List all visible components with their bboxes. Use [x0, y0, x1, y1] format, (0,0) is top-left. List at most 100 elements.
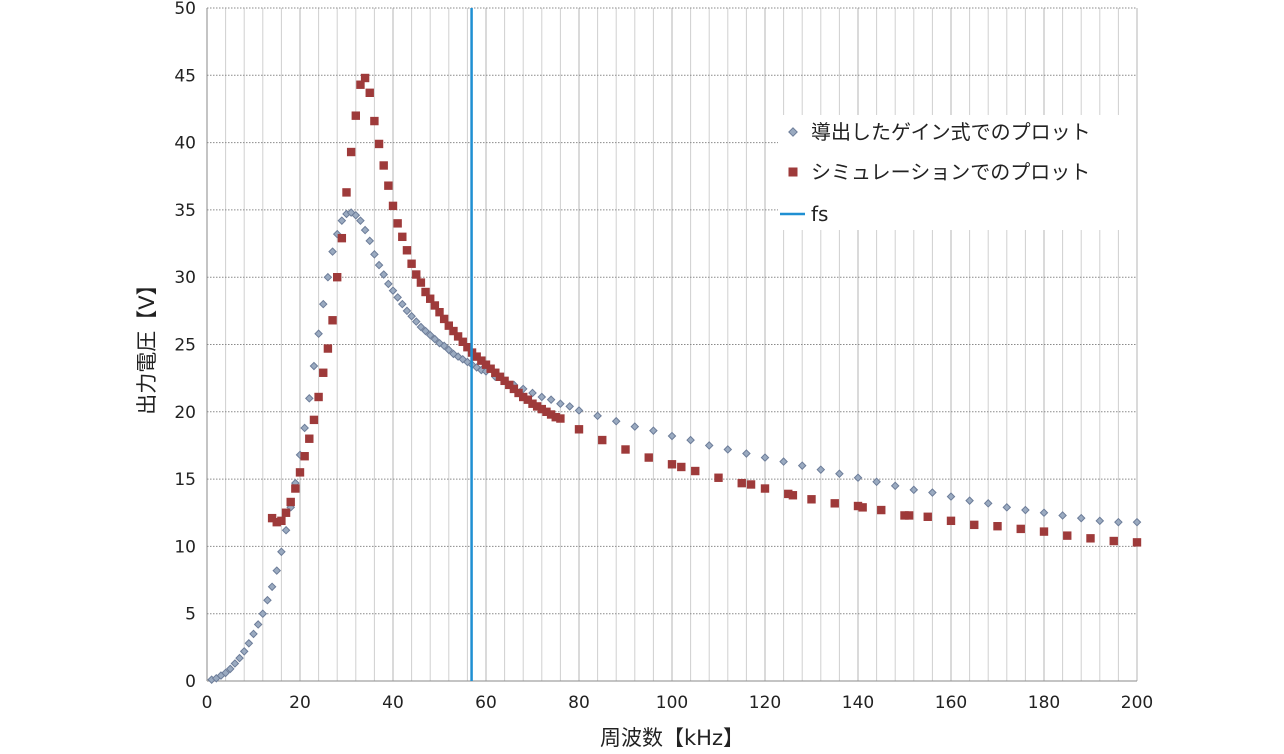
data-point-square — [1016, 524, 1025, 534]
data-point-square — [784, 489, 793, 499]
data-point-square — [574, 425, 584, 434]
data-point-diamond — [909, 485, 919, 495]
data-point-square — [746, 480, 756, 489]
data-point-diamond — [267, 582, 277, 592]
x-tick-label: 20 — [289, 693, 311, 713]
data-point-diamond — [686, 435, 695, 445]
data-point-square — [970, 520, 979, 530]
legend-label: fs — [811, 202, 828, 226]
data-point-diamond — [402, 306, 412, 316]
data-point-square — [900, 511, 909, 520]
data-point-diamond — [388, 286, 398, 295]
legend-marker-diamond — [788, 127, 798, 137]
data-point-square — [1039, 527, 1049, 536]
data-point-diamond — [300, 423, 309, 433]
data-point-diamond — [630, 422, 640, 431]
data-point-diamond — [1021, 505, 1030, 515]
data-point-square — [904, 511, 914, 520]
data-point-square — [346, 147, 356, 157]
data-point-square — [328, 316, 337, 325]
data-point-square — [537, 404, 546, 414]
data-point-diamond — [463, 357, 472, 367]
data-point-diamond — [1039, 508, 1049, 518]
data-point-square — [519, 392, 528, 402]
data-point-diamond — [346, 208, 356, 217]
data-point-diamond — [439, 341, 449, 351]
data-point-diamond — [360, 225, 370, 235]
data-point-square — [407, 259, 416, 268]
data-point-diamond — [946, 492, 956, 501]
data-point-square — [291, 484, 300, 493]
data-point-diamond — [244, 639, 254, 648]
legend-label: 導出したゲイン式でのプロット — [811, 120, 1091, 144]
data-point-diamond — [528, 388, 537, 398]
data-point-diamond — [272, 566, 282, 575]
data-point-diamond — [323, 272, 333, 282]
data-point-square — [1132, 538, 1142, 547]
legend-label: シミュレーションでのプロット — [811, 160, 1090, 184]
data-point-square — [621, 445, 630, 454]
data-point-square — [523, 395, 533, 404]
legend-box — [778, 115, 1136, 230]
data-point-square — [472, 352, 481, 361]
data-point-diamond — [351, 210, 361, 220]
data-point-diamond — [816, 465, 826, 474]
x-tick-label: 120 — [749, 693, 781, 713]
data-point-diamond — [574, 406, 584, 415]
data-point-diamond — [230, 659, 240, 668]
data-point-diamond — [425, 330, 435, 340]
data-point-diamond — [235, 653, 244, 663]
axes: 0 20 40 60 80 100 120 140 160 180 200 0 5 10 15 20 25 30 3… — [174, 0, 1153, 713]
series-2 — [267, 73, 1142, 547]
data-point-diamond — [760, 453, 770, 462]
data-point-diamond — [249, 629, 258, 639]
data-point-square — [877, 505, 886, 515]
x-tick-label: 140 — [842, 693, 874, 713]
data-point-square — [946, 516, 956, 526]
data-point-diamond — [1076, 513, 1086, 523]
data-point-square — [677, 462, 686, 472]
data-point-diamond — [1114, 517, 1123, 527]
data-point-square — [314, 392, 323, 402]
data-point-diamond — [370, 250, 379, 259]
data-point-square — [342, 188, 351, 197]
data-point-diamond — [472, 363, 482, 372]
data-point-square — [458, 337, 467, 347]
data-point-square — [323, 344, 333, 353]
data-point-diamond — [318, 299, 328, 309]
data-point-diamond — [518, 384, 528, 394]
data-point-square — [449, 326, 458, 336]
data-point-diamond — [277, 547, 286, 557]
data-point-square — [453, 332, 463, 341]
data-point-square — [305, 434, 314, 443]
data-point-diamond — [397, 299, 407, 309]
data-point-square — [691, 466, 700, 476]
data-point-square — [1063, 531, 1072, 540]
data-point-square — [853, 501, 863, 511]
data-point-square — [360, 73, 370, 83]
y-tick-label: 30 — [174, 268, 196, 288]
y-tick-label: 25 — [174, 336, 196, 356]
data-point-square — [393, 219, 402, 228]
data-point-diamond — [384, 279, 393, 289]
data-point-square — [528, 399, 537, 408]
data-point-square — [505, 380, 514, 390]
data-point-diamond — [393, 293, 402, 302]
series — [207, 8, 1142, 684]
grid — [206, 7, 1138, 681]
y-tick-label: 10 — [174, 537, 196, 557]
data-point-diamond — [221, 668, 230, 678]
y-tick-label: 0 — [185, 672, 196, 692]
data-point-diamond — [407, 311, 416, 321]
data-point-diamond — [983, 499, 993, 508]
data-point-diamond — [742, 449, 751, 458]
data-point-square — [830, 499, 839, 508]
data-point-diamond — [430, 334, 440, 344]
data-point-square — [384, 181, 393, 190]
data-point-square — [426, 294, 435, 303]
x-tick-label: 0 — [202, 693, 213, 713]
data-point-square — [337, 233, 347, 243]
data-point-diamond — [356, 216, 365, 225]
data-point-diamond — [611, 416, 621, 426]
